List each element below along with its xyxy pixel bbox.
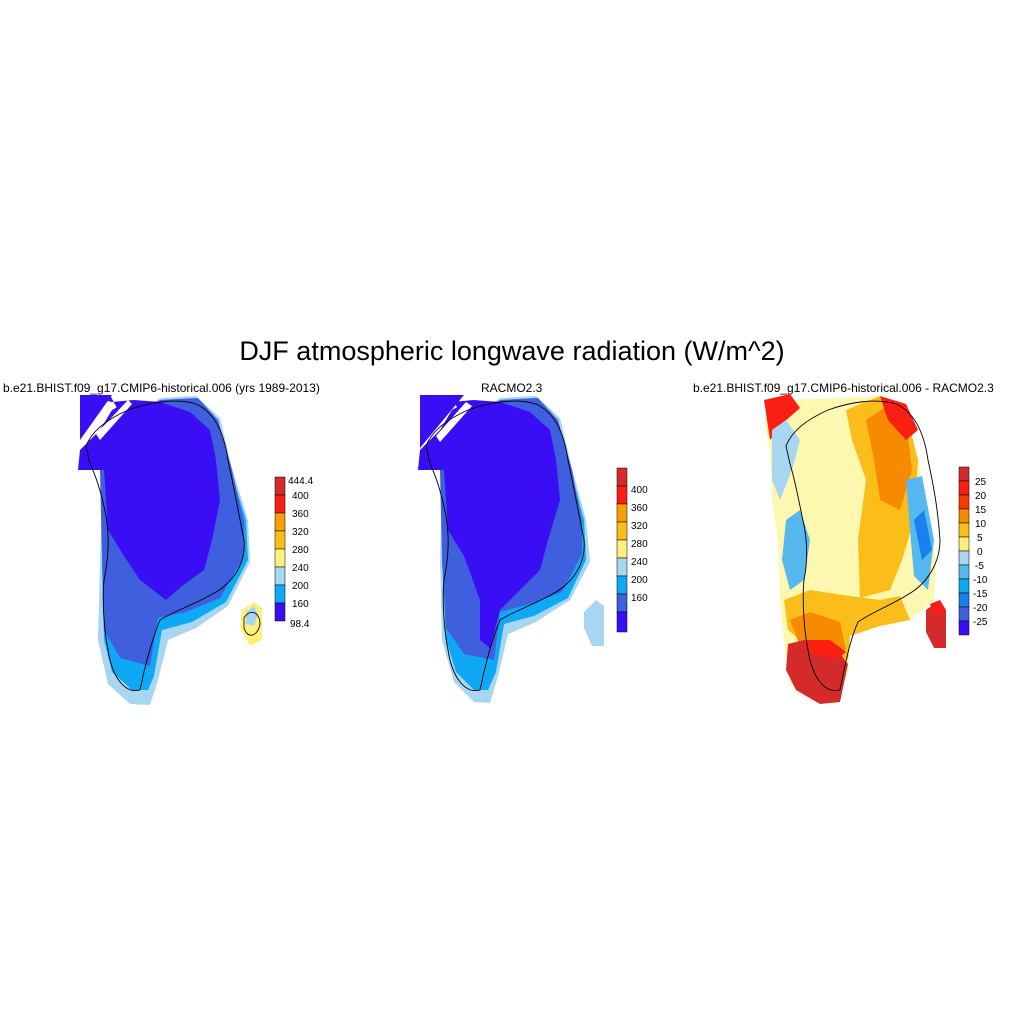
cb1-label-3: 320: [292, 527, 309, 538]
diff-ne-red: [880, 396, 918, 440]
diff-north-red: [764, 394, 800, 440]
coastline: [85, 400, 245, 691]
cb2-label-6: 160: [631, 593, 648, 604]
colorbar-2: [616, 467, 628, 633]
cb3-label-7: -10: [973, 575, 988, 586]
cb3-label-4: 5: [977, 533, 983, 544]
cb3-label-6: -5: [975, 561, 984, 572]
colorbar-2-labels: 400 360 320 280 240 200 160: [631, 485, 648, 604]
cb2-label-3: 280: [631, 539, 648, 550]
coastline: [785, 400, 941, 691]
cb3-label-9: -20: [973, 603, 988, 614]
colorbar-3-labels: 25 20 15 10 5 0 -5 -10 -15 -20 -25: [973, 477, 988, 628]
northwest-corner: [420, 395, 464, 448]
panel-2-field: [418, 395, 604, 703]
iceland-coast: [243, 611, 261, 636]
diff-south-bright: [804, 640, 846, 660]
cb3-label-3: 10: [975, 519, 987, 530]
cb1-label-5: 240: [292, 563, 309, 574]
cb1-label-8: 98.4: [290, 619, 310, 630]
nw-gap: [96, 400, 132, 440]
colorbar-1: [274, 476, 286, 622]
diff-west-blue: [772, 420, 800, 500]
colorbar-1-labels: 444.4 400 360 320 280 240 200 160 98.4: [288, 476, 313, 630]
iceland-patch: [584, 600, 604, 646]
cb3-label-5: 0: [977, 547, 983, 558]
coastline: [425, 400, 585, 691]
cb1-label-6: 200: [292, 581, 309, 592]
iceland-bright: [930, 600, 944, 616]
cb2-label-1: 360: [631, 503, 648, 514]
cb1-label-1: 400: [292, 491, 309, 502]
cb2-label-5: 200: [631, 575, 648, 586]
panel-3-title: b.e21.BHIST.f09_g17.CMIP6-historical.006…: [693, 381, 994, 395]
cb3-label-0: 25: [975, 477, 987, 488]
diff-west-blue-2: [782, 510, 810, 590]
cb1-label-4: 280: [292, 545, 309, 556]
colorbar-3: [958, 466, 970, 636]
figure-title: DJF atmospheric longwave radiation (W/m^…: [239, 336, 785, 366]
cb3-label-1: 20: [975, 491, 987, 502]
panel-2-title: RACMO2.3: [481, 381, 543, 395]
cb3-label-8: -15: [973, 589, 988, 600]
cb2-label-2: 320: [631, 521, 648, 532]
iceland-inner: [246, 606, 258, 626]
cb1-label-2: 360: [292, 509, 309, 520]
panel-3-field: [764, 394, 946, 704]
cb2-label-0: 400: [631, 485, 648, 496]
panel-1-map: 444.4 400 360 320 280 240 200 160 98.4 4…: [78, 394, 988, 705]
band-98: [420, 395, 560, 648]
panel-1-title: b.e21.BHIST.f09_g17.CMIP6-historical.006…: [3, 381, 320, 395]
cb1-label-7: 160: [292, 599, 309, 610]
band-98: [80, 395, 220, 600]
cb3-label-10: -25: [973, 617, 988, 628]
cb1-label-0: 444.4: [288, 476, 313, 487]
northwest-corner: [80, 395, 112, 440]
cb2-label-4: 240: [631, 557, 648, 568]
panel-1-field: [78, 395, 262, 705]
cb3-label-2: 15: [975, 505, 987, 516]
diff-east-blue-strong: [914, 510, 932, 560]
